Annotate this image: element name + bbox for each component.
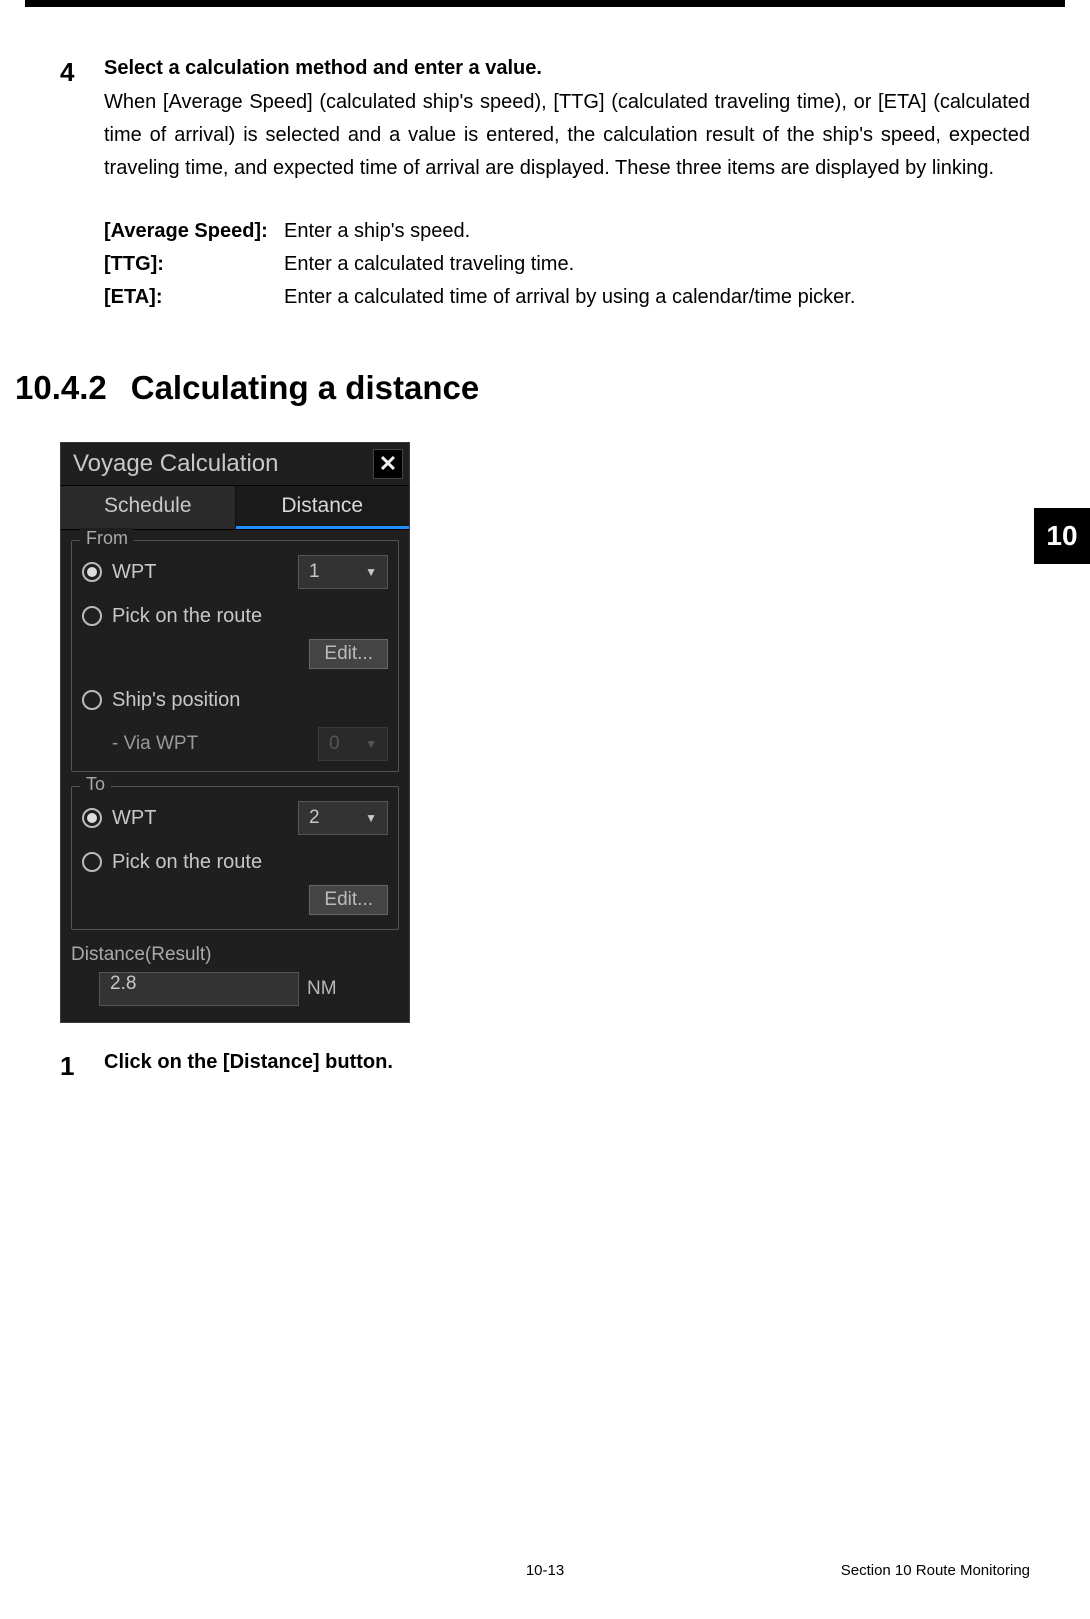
distance-result-label: Distance(Result) (71, 944, 399, 966)
definition-row: [TTG]: Enter a calculated traveling time… (104, 248, 1030, 281)
step-1-title: Click on the [Distance] button. (104, 1051, 1030, 1074)
to-pick-route-radio[interactable] (82, 852, 102, 872)
to-edit-button[interactable]: Edit... (309, 885, 388, 915)
from-pick-route-label: Pick on the route (112, 605, 262, 628)
page-footer: 10-13 Section 10 Route Monitoring (60, 1562, 1030, 1579)
close-button[interactable]: ✕ (373, 449, 403, 479)
page-top-rule (25, 0, 1065, 7)
definition-row: [Average Speed]: Enter a ship's speed. (104, 215, 1030, 248)
to-wpt-radio[interactable] (82, 808, 102, 828)
section-title: Calculating a distance (131, 369, 479, 406)
from-wpt-radio[interactable] (82, 562, 102, 582)
from-wpt-label: WPT (112, 561, 156, 584)
from-fieldset: From WPT 1 ▼ Pick on the route Edit... (71, 540, 399, 772)
step-1-block: 1 Click on the [Distance] button. (60, 1051, 1030, 1082)
voyage-calculation-dialog: Voyage Calculation ✕ Schedule Distance F… (60, 442, 410, 1023)
def-label-ttg: [TTG]: (104, 248, 284, 281)
to-wpt-label: WPT (112, 807, 156, 830)
tab-schedule[interactable]: Schedule (61, 486, 236, 529)
footer-page-number: 10-13 (526, 1562, 564, 1579)
step-4-title: Select a calculation method and enter a … (104, 57, 1030, 80)
step-4-number: 4 (60, 57, 104, 88)
step-1-number: 1 (60, 1051, 104, 1082)
distance-result-unit: NM (307, 978, 337, 1000)
from-wpt-dropdown[interactable]: 1 ▼ (298, 555, 388, 589)
to-wpt-dropdown[interactable]: 2 ▼ (298, 801, 388, 835)
to-fieldset: To WPT 2 ▼ Pick on the route Edit... (71, 786, 399, 930)
definition-list: [Average Speed]: Enter a ship's speed. [… (104, 215, 1030, 314)
distance-result-input[interactable]: 2.8 (99, 972, 299, 1006)
definition-row: [ETA]: Enter a calculated time of arriva… (104, 281, 1030, 314)
from-ship-position-radio[interactable] (82, 690, 102, 710)
chevron-down-icon: ▼ (365, 811, 377, 825)
def-value-ttg: Enter a calculated traveling time. (284, 248, 1030, 281)
step-4-block: 4 Select a calculation method and enter … (60, 57, 1030, 314)
def-value-eta: Enter a calculated time of arrival by us… (284, 281, 1030, 314)
def-value-avg-speed: Enter a ship's speed. (284, 215, 1030, 248)
dialog-titlebar: Voyage Calculation ✕ (61, 443, 409, 486)
from-legend: From (80, 528, 134, 549)
to-pick-route-label: Pick on the route (112, 851, 262, 874)
step-4-text: When [Average Speed] (calculated ship's … (104, 86, 1030, 185)
tab-distance[interactable]: Distance (236, 486, 410, 529)
to-wpt-value: 2 (309, 807, 320, 829)
from-ship-position-label: Ship's position (112, 689, 240, 712)
from-edit-button[interactable]: Edit... (309, 639, 388, 669)
dialog-title: Voyage Calculation (73, 450, 278, 478)
def-label-avg-speed: [Average Speed]: (104, 215, 284, 248)
from-pick-route-radio[interactable] (82, 606, 102, 626)
section-number: 10.4.2 (15, 369, 107, 406)
from-via-wpt-label: - Via WPT (112, 733, 198, 755)
def-label-eta: [ETA]: (104, 281, 284, 314)
from-via-wpt-dropdown[interactable]: 0 ▼ (318, 727, 388, 761)
chevron-down-icon: ▼ (365, 737, 377, 751)
footer-section-label: Section 10 Route Monitoring (841, 1562, 1030, 1579)
from-wpt-value: 1 (309, 561, 320, 583)
to-legend: To (80, 774, 111, 795)
chevron-down-icon: ▼ (365, 565, 377, 579)
from-via-wpt-value: 0 (329, 733, 340, 755)
close-icon: ✕ (379, 451, 397, 477)
section-heading: 10.4.2 Calculating a distance (15, 369, 1030, 407)
chapter-tab-badge: 10 (1034, 508, 1090, 564)
tab-bar: Schedule Distance (61, 486, 409, 530)
